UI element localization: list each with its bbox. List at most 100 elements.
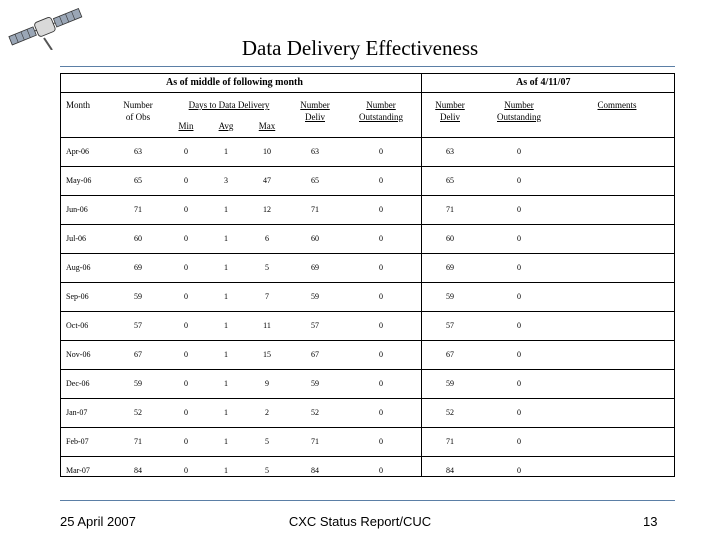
cell-avg: 1 bbox=[224, 205, 228, 214]
cell-month: Mar-07 bbox=[66, 466, 90, 475]
cell-deliv: 71 bbox=[311, 437, 319, 446]
cell-max: 15 bbox=[263, 350, 271, 359]
header-comments: Comments bbox=[597, 100, 637, 110]
cell-out: 0 bbox=[379, 205, 383, 214]
cell-obs: 84 bbox=[134, 466, 142, 475]
row-rule bbox=[61, 311, 674, 312]
cell-max: 6 bbox=[265, 234, 269, 243]
header-avg: Avg bbox=[218, 121, 234, 131]
cell-max: 5 bbox=[265, 263, 269, 272]
footer-date: 25 April 2007 bbox=[60, 514, 136, 529]
row-rule bbox=[61, 253, 674, 254]
cell-avg: 1 bbox=[224, 408, 228, 417]
cell-avg: 1 bbox=[224, 292, 228, 301]
cell-out: 0 bbox=[379, 263, 383, 272]
row-rule bbox=[61, 282, 674, 283]
cell-avg: 1 bbox=[224, 437, 228, 446]
cell-out: 0 bbox=[379, 234, 383, 243]
cell-deliv2: 65 bbox=[446, 176, 454, 185]
cell-min: 0 bbox=[184, 234, 188, 243]
cell-deliv2: 71 bbox=[446, 437, 454, 446]
cell-month: Apr-06 bbox=[66, 147, 89, 156]
row-rule bbox=[61, 166, 674, 167]
row-rule bbox=[61, 369, 674, 370]
cell-obs: 52 bbox=[134, 408, 142, 417]
header-number-deliv-current: Number Deliv bbox=[435, 100, 465, 122]
cell-min: 0 bbox=[184, 437, 188, 446]
cell-out2: 0 bbox=[517, 350, 521, 359]
header-number-of-obs: Number of Obs bbox=[123, 100, 153, 122]
cell-out2: 0 bbox=[517, 408, 521, 417]
group-header-as-of-date: As of 4/11/07 bbox=[516, 77, 571, 88]
footer-report-name: CXC Status Report/CUC bbox=[288, 514, 432, 529]
cell-max: 11 bbox=[263, 321, 271, 330]
cell-out: 0 bbox=[379, 408, 383, 417]
cell-deliv2: 84 bbox=[446, 466, 454, 475]
cell-month: Dec-06 bbox=[66, 379, 90, 388]
row-rule bbox=[61, 398, 674, 399]
cell-obs: 57 bbox=[134, 321, 142, 330]
header-number-outstanding-current: Number Outstanding bbox=[497, 100, 541, 122]
header-min: Min bbox=[178, 121, 194, 131]
cell-deliv: 59 bbox=[311, 292, 319, 301]
header-max: Max bbox=[258, 121, 276, 131]
cell-deliv2: 71 bbox=[446, 205, 454, 214]
cell-out2: 0 bbox=[517, 263, 521, 272]
cell-out: 0 bbox=[379, 437, 383, 446]
cell-obs: 71 bbox=[134, 205, 142, 214]
cell-deliv2: 59 bbox=[446, 379, 454, 388]
satellite-logo-icon bbox=[8, 7, 83, 50]
header-number-deliv: Number Deliv bbox=[300, 100, 330, 122]
cell-month: Aug-06 bbox=[66, 263, 91, 272]
row-rule bbox=[61, 427, 674, 428]
cell-out2: 0 bbox=[517, 466, 521, 475]
cell-deliv: 59 bbox=[311, 379, 319, 388]
cell-obs: 71 bbox=[134, 437, 142, 446]
cell-deliv: 67 bbox=[311, 350, 319, 359]
cell-deliv2: 60 bbox=[446, 234, 454, 243]
cell-deliv2: 69 bbox=[446, 263, 454, 272]
cell-out: 0 bbox=[379, 379, 383, 388]
cell-out2: 0 bbox=[517, 292, 521, 301]
cell-out2: 0 bbox=[517, 234, 521, 243]
cell-obs: 63 bbox=[134, 147, 142, 156]
cell-obs: 65 bbox=[134, 176, 142, 185]
cell-obs: 60 bbox=[134, 234, 142, 243]
cell-out2: 0 bbox=[517, 205, 521, 214]
group-header-middle-month: As of middle of following month bbox=[166, 77, 303, 88]
header-days-to-delivery: Days to Data Delivery bbox=[188, 100, 270, 110]
row-rule bbox=[61, 456, 674, 457]
cell-avg: 1 bbox=[224, 263, 228, 272]
cell-deliv: 69 bbox=[311, 263, 319, 272]
header-month: Month bbox=[66, 100, 91, 110]
cell-deliv: 60 bbox=[311, 234, 319, 243]
cell-deliv: 57 bbox=[311, 321, 319, 330]
row-rule bbox=[61, 340, 674, 341]
cell-avg: 1 bbox=[224, 234, 228, 243]
cell-max: 5 bbox=[265, 466, 269, 475]
cell-out: 0 bbox=[379, 466, 383, 475]
cell-out2: 0 bbox=[517, 176, 521, 185]
cell-out2: 0 bbox=[517, 321, 521, 330]
cell-avg: 1 bbox=[224, 379, 228, 388]
footer-page-number: 13 bbox=[643, 514, 658, 529]
cell-max: 2 bbox=[265, 408, 269, 417]
cell-min: 0 bbox=[184, 147, 188, 156]
cell-deliv2: 59 bbox=[446, 292, 454, 301]
cell-deliv: 71 bbox=[311, 205, 319, 214]
cell-month: Oct-06 bbox=[66, 321, 89, 330]
cell-month: Nov-06 bbox=[66, 350, 91, 359]
header-number-outstanding: Number Outstanding bbox=[359, 100, 403, 122]
group-header-rule bbox=[61, 92, 674, 93]
cell-month: Jul-06 bbox=[66, 234, 86, 243]
cell-month: May-06 bbox=[66, 176, 92, 185]
cell-min: 0 bbox=[184, 263, 188, 272]
cell-max: 47 bbox=[263, 176, 271, 185]
cell-obs: 67 bbox=[134, 350, 142, 359]
cell-avg: 1 bbox=[224, 321, 228, 330]
cell-min: 0 bbox=[184, 321, 188, 330]
cell-out: 0 bbox=[379, 321, 383, 330]
cell-max: 10 bbox=[263, 147, 271, 156]
cell-min: 0 bbox=[184, 466, 188, 475]
row-rule bbox=[61, 224, 674, 225]
